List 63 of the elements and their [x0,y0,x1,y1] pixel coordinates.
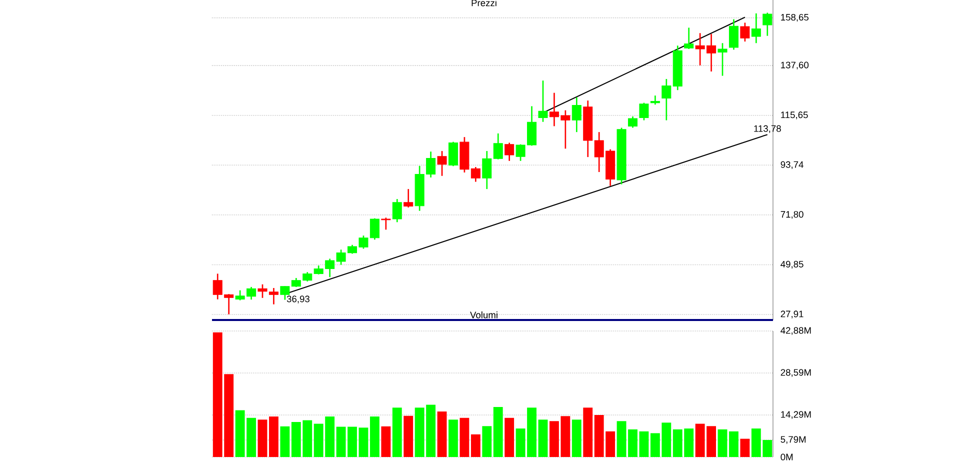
y-tick-label: 14,29M [781,411,811,419]
y-tick-label: 49,85 [780,260,804,269]
bar [392,408,402,457]
y-tick-label: 115,65 [781,112,808,120]
bar [572,420,582,457]
candlestick [437,150,447,177]
y-tick-label: 27,91 [780,310,804,318]
bar [381,426,391,457]
bar [493,407,503,457]
bar [504,418,514,457]
bar [269,416,278,457]
y-tick-label: 0M [780,454,793,460]
bar [437,411,447,457]
candlestick [392,198,402,223]
bar [448,420,458,457]
candlestick [493,132,503,160]
bar [404,416,414,457]
candlestick [504,142,514,162]
bar [482,426,492,457]
y-tick-label: 137,60 [781,62,809,70]
bar [358,428,368,457]
bar [470,434,480,457]
candlestick [662,78,672,121]
y-tick-label: 5,79M [780,436,806,444]
candlestick [268,287,278,305]
candlestick [258,284,268,299]
bar [348,426,357,457]
candlestick [684,27,694,50]
bar [460,418,470,457]
bar [258,420,268,457]
y-tick-label: 158,65 [781,14,809,22]
annotation: 113,78 [754,125,781,133]
bar [583,408,593,457]
candlestick [404,188,414,208]
candlestick [718,42,728,76]
bar [639,431,649,457]
candlestick [639,102,649,121]
candlestick [448,141,458,167]
bar [370,416,380,457]
bar [740,438,750,457]
bar [616,421,626,457]
candlestick [572,96,582,133]
y-tick-label: 71,80 [780,211,804,219]
y-tick-label: 93,74 [780,161,804,169]
bar [628,429,638,457]
candlestick [381,216,391,230]
candlestick [740,22,750,42]
candlestick [650,94,660,106]
candlestick [751,12,761,44]
y-tick-label: 42,88M [780,327,811,335]
y-tick-label: 28,59M [780,369,811,377]
annotation: 36,93 [286,296,310,304]
bar [336,426,346,457]
candlestick [482,150,492,190]
bar [718,429,728,457]
chart-title: Volumi [470,311,498,318]
candlestick [728,18,738,50]
candlestick [628,116,638,128]
bar [280,426,290,457]
candlestick [538,80,548,123]
bar [729,431,738,457]
candlestick [762,12,772,37]
bar [538,420,548,457]
